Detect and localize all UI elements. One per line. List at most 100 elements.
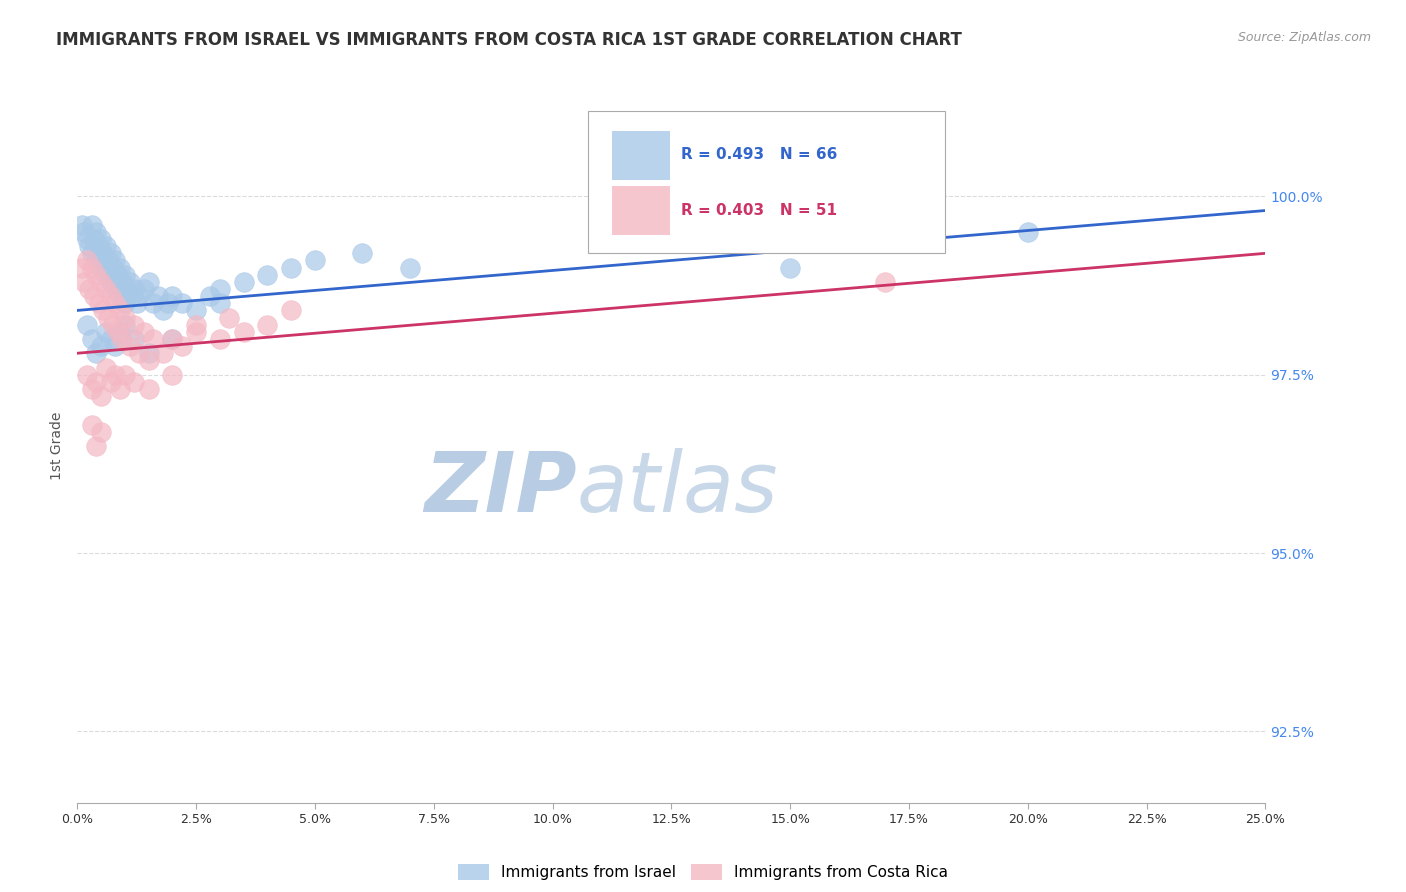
Point — [108, 289, 131, 303]
Point — [104, 368, 127, 382]
Point — [86, 346, 108, 360]
Point — [186, 325, 208, 339]
Point — [208, 296, 231, 310]
Point — [80, 332, 103, 346]
Point — [90, 425, 112, 439]
Point — [86, 375, 108, 389]
Point — [86, 439, 108, 453]
Point — [97, 310, 120, 325]
Point — [101, 318, 124, 332]
Point — [280, 303, 302, 318]
Point — [86, 268, 108, 282]
Point — [93, 246, 115, 260]
Point — [170, 339, 193, 353]
Point — [108, 382, 131, 396]
Point — [142, 296, 165, 310]
Point — [80, 260, 103, 275]
Point — [152, 346, 174, 360]
Point — [90, 339, 112, 353]
Point — [108, 260, 131, 275]
Point — [124, 282, 146, 296]
Point — [208, 332, 231, 346]
Point — [76, 232, 98, 246]
Point — [114, 368, 136, 382]
Point — [128, 289, 150, 303]
Point — [80, 417, 103, 432]
Point — [218, 310, 240, 325]
Point — [86, 253, 108, 268]
Point — [94, 282, 117, 296]
Point — [94, 325, 117, 339]
Point — [100, 289, 122, 303]
Point — [77, 239, 100, 253]
Point — [111, 275, 134, 289]
Point — [779, 260, 801, 275]
Point — [256, 268, 278, 282]
Legend: Immigrants from Israel, Immigrants from Costa Rica: Immigrants from Israel, Immigrants from … — [458, 864, 948, 880]
Point — [170, 296, 193, 310]
Point — [232, 275, 254, 289]
Point — [186, 303, 208, 318]
Point — [76, 318, 98, 332]
Point — [73, 225, 96, 239]
Point — [107, 268, 129, 282]
Point — [124, 318, 146, 332]
Point — [76, 253, 98, 268]
Point — [97, 253, 120, 268]
FancyBboxPatch shape — [612, 186, 671, 235]
Point — [77, 282, 100, 296]
Point — [70, 260, 93, 275]
Point — [80, 382, 103, 396]
Point — [132, 325, 155, 339]
Point — [138, 382, 160, 396]
Point — [93, 303, 115, 318]
Point — [114, 268, 136, 282]
Point — [118, 275, 141, 289]
Point — [104, 296, 127, 310]
Point — [125, 296, 148, 310]
Point — [152, 303, 174, 318]
Text: R = 0.403   N = 51: R = 0.403 N = 51 — [681, 203, 837, 218]
Point — [121, 289, 143, 303]
Point — [256, 318, 278, 332]
Text: atlas: atlas — [576, 449, 778, 529]
Point — [114, 318, 136, 332]
Point — [107, 325, 129, 339]
Point — [280, 260, 302, 275]
Point — [162, 332, 184, 346]
Point — [146, 289, 169, 303]
Point — [138, 346, 160, 360]
Point — [124, 332, 146, 346]
Point — [114, 310, 136, 325]
Point — [104, 339, 127, 353]
Point — [111, 332, 134, 346]
Point — [304, 253, 326, 268]
Point — [100, 246, 122, 260]
Point — [80, 218, 103, 232]
Point — [186, 318, 208, 332]
Point — [138, 353, 160, 368]
Point — [94, 360, 117, 375]
Point — [142, 332, 165, 346]
Point — [108, 303, 131, 318]
Text: Source: ZipAtlas.com: Source: ZipAtlas.com — [1237, 31, 1371, 45]
Text: IMMIGRANTS FROM ISRAEL VS IMMIGRANTS FROM COSTA RICA 1ST GRADE CORRELATION CHART: IMMIGRANTS FROM ISRAEL VS IMMIGRANTS FRO… — [56, 31, 962, 49]
Point — [132, 282, 155, 296]
Point — [94, 268, 117, 282]
Text: R = 0.493   N = 66: R = 0.493 N = 66 — [681, 147, 837, 162]
Point — [352, 246, 374, 260]
Point — [118, 339, 141, 353]
Point — [101, 260, 124, 275]
Point — [162, 289, 184, 303]
Point — [86, 225, 108, 239]
Point — [90, 389, 112, 403]
Point — [80, 246, 103, 260]
Point — [100, 375, 122, 389]
Point — [94, 239, 117, 253]
Point — [87, 239, 110, 253]
Point — [100, 275, 122, 289]
Point — [76, 368, 98, 382]
Y-axis label: 1st Grade: 1st Grade — [51, 412, 65, 480]
Point — [156, 296, 179, 310]
Point — [100, 332, 122, 346]
